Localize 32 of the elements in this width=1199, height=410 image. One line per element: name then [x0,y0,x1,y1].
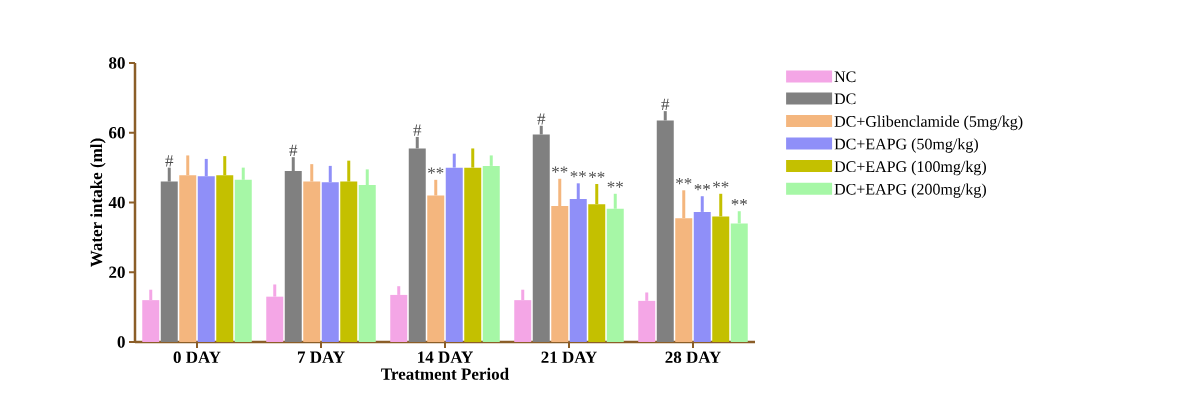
data-label: ** [694,183,710,191]
y-tick-label: 40 [108,196,125,209]
x-tick-label: 7 DAY [297,351,345,363]
x-axis-title: Treatment Period [381,367,509,380]
data-label: ** [607,181,623,188]
x-tick-label: 21 DAY [541,351,597,363]
x-tick-label: 0 DAY [173,351,221,364]
data-label: # [165,155,174,167]
y-tick-label: 20 [109,266,125,278]
x-tick-label: 14 DAY [418,351,473,363]
legend-label: DC+EAPG (50mg/kg) [834,138,978,153]
x-tick-label: 28 DAY [665,351,721,364]
y-tick-label: 80 [109,57,125,69]
data-label: ** [428,167,444,174]
legend-label: DC+Glibenclamide (5mg/kg) [834,115,1023,131]
data-label: # [289,144,298,156]
data-label: # [661,98,670,110]
data-label: ** [731,198,747,206]
data-label: # [413,124,422,136]
y-tick-label: 60 [109,127,125,139]
data-label: ** [570,170,586,178]
legend-label: DC+EAPG (100mg/kg) [834,160,986,176]
data-label: ** [713,181,729,188]
legend-label: DC+EAPG (200mg/kg) [834,183,986,198]
legend-label: DC [834,93,856,105]
data-label: ** [589,171,605,178]
data-label: # [537,113,546,125]
data-label: ** [676,177,692,185]
legend-label: NC [834,71,856,83]
y-axis-title: Water intake (ml) [90,138,106,267]
y-tick-label: 0 [117,336,125,348]
data-label: ** [552,166,568,173]
